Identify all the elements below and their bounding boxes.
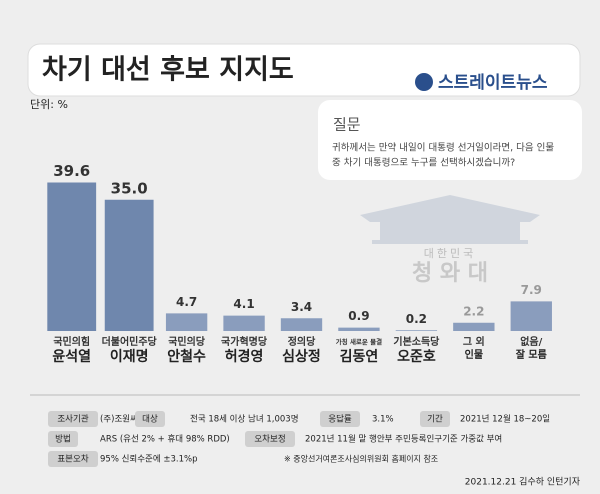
note: ※ 중앙선거여론조사심의위원회 홈페이지 참조 bbox=[284, 454, 438, 464]
footer-label: 대상 bbox=[142, 414, 158, 425]
x-tick-label: 허경영 bbox=[225, 348, 264, 365]
bar bbox=[510, 301, 552, 331]
value-label: 4.7 bbox=[176, 295, 197, 309]
x-tick-label: 잘 모름 bbox=[516, 349, 547, 361]
x-tick-label: 오준호 bbox=[397, 349, 436, 365]
x-tick-label: 윤석열 bbox=[52, 348, 91, 365]
x-tick-label: 김동연 bbox=[340, 348, 379, 365]
bar bbox=[104, 199, 154, 331]
footer-label-box bbox=[320, 411, 360, 427]
party-label: 더불어민주당 bbox=[102, 335, 158, 348]
unit: 단위: % bbox=[30, 98, 68, 111]
footer-label-box bbox=[48, 411, 98, 427]
party-label: 정의당 bbox=[288, 335, 316, 348]
footer-label: 조사기관 bbox=[57, 414, 88, 425]
bar bbox=[165, 313, 208, 331]
footer-value: 3.1% bbox=[372, 415, 394, 425]
footer-value: 2021년 11월 말 행안부 주민등록인구기준 가중값 부여 bbox=[305, 434, 502, 445]
question-line: 중 차기 대통령으로 누구를 선택하시겠습니까? bbox=[332, 157, 515, 169]
watermark-text: 대한민국 bbox=[424, 247, 476, 260]
footer-label: 응답률 bbox=[328, 414, 352, 425]
value-label: 4.1 bbox=[233, 297, 254, 311]
footer-value: 95% 신뢰수준에 ±3.1%p bbox=[100, 455, 198, 465]
x-tick-label: 인물 bbox=[465, 348, 483, 361]
bar bbox=[338, 327, 380, 331]
bar bbox=[280, 318, 323, 331]
party-label: 국민의힘 bbox=[53, 335, 90, 348]
footer-label-box bbox=[48, 451, 98, 467]
footer-value: 전국 18세 이상 남녀 1,003명 bbox=[190, 414, 299, 425]
value-label: 0.2 bbox=[406, 312, 427, 326]
value-label: 0.9 bbox=[348, 309, 369, 323]
logo-icon bbox=[415, 73, 433, 91]
bar bbox=[47, 182, 97, 331]
watermark-building bbox=[360, 195, 540, 244]
credit: 2021.12.21 김수하 인턴기자 bbox=[465, 476, 581, 488]
title-box bbox=[27, 43, 581, 97]
bar bbox=[395, 330, 438, 331]
question-line: 귀하께서는 만약 내일이 대통령 선거일이라면, 다음 인물 bbox=[332, 142, 554, 154]
watermark-text: 청 와 대 bbox=[412, 261, 488, 286]
footer-label: 방법 bbox=[55, 434, 71, 445]
party-label: 그 외 bbox=[463, 336, 485, 348]
footer-label: 기간 bbox=[427, 414, 443, 425]
chart-title: 차기 대선 후보 지지도 bbox=[42, 55, 294, 86]
brand: 스트레이트뉴스 bbox=[438, 73, 548, 93]
value-label: 39.6 bbox=[53, 162, 90, 180]
party-label: 기본소득당 bbox=[393, 335, 440, 348]
footer-value: 2021년 12월 18~20일 bbox=[460, 414, 550, 425]
footer-label-box bbox=[245, 431, 295, 447]
value-label: 35.0 bbox=[111, 179, 148, 197]
value-label: 7.9 bbox=[521, 283, 542, 297]
footer-value: (주)조원씨앤아이 bbox=[100, 414, 161, 425]
footer-label-box bbox=[135, 411, 165, 427]
footer-label: 오차보정 bbox=[254, 434, 285, 445]
x-tick-label: 안철수 bbox=[167, 348, 206, 365]
footer-label-box bbox=[48, 431, 78, 447]
x-tick-label: 이재명 bbox=[110, 348, 149, 365]
party-label: 국민의당 bbox=[168, 335, 206, 348]
x-tick-label: 심상정 bbox=[282, 348, 321, 365]
footer-value: ARS (유선 2% + 휴대 98% RDD) bbox=[100, 435, 230, 445]
bar bbox=[223, 315, 265, 331]
party-label: 없음/ bbox=[520, 335, 542, 348]
bar bbox=[453, 322, 495, 331]
question-title: 질문 bbox=[333, 116, 361, 134]
party-label: 가칭 새로운 물결 bbox=[336, 337, 382, 346]
question-box bbox=[318, 100, 582, 180]
value-label: 2.2 bbox=[463, 304, 484, 318]
footer-label-box bbox=[420, 411, 450, 427]
footer-label: 표본오차 bbox=[57, 455, 88, 465]
value-label: 3.4 bbox=[291, 300, 312, 314]
party-label: 국가혁명당 bbox=[221, 335, 268, 348]
